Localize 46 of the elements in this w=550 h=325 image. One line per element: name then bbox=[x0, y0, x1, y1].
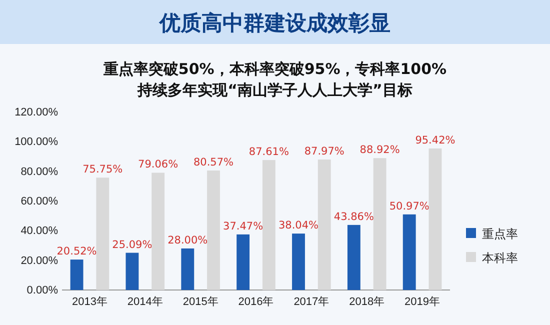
data-label: 38.04% bbox=[278, 220, 319, 232]
bar bbox=[262, 160, 276, 290]
x-tick-label: 2015年 bbox=[182, 296, 218, 308]
bar bbox=[152, 172, 165, 290]
bar bbox=[126, 252, 139, 290]
x-tick-label: 2013年 bbox=[72, 296, 108, 308]
data-label: 25.09% bbox=[112, 238, 152, 251]
data-label: 28.00% bbox=[168, 234, 208, 246]
bar bbox=[96, 178, 110, 290]
y-tick-label: 20.00% bbox=[20, 254, 58, 267]
bar bbox=[181, 248, 194, 290]
y-tick-label: 120.00% bbox=[14, 106, 58, 119]
data-label: 87.97% bbox=[304, 146, 344, 158]
bar bbox=[402, 214, 416, 290]
x-tick-label: 2016年 bbox=[238, 296, 274, 308]
data-label: 88.92% bbox=[360, 144, 400, 156]
bar bbox=[373, 158, 386, 290]
data-label: 79.06% bbox=[138, 158, 178, 171]
x-tick-label: 2018年 bbox=[349, 296, 385, 308]
x-tick-label: 2017年 bbox=[294, 296, 330, 308]
data-label: 43.86% bbox=[334, 210, 374, 223]
x-tick-label: 2014年 bbox=[127, 296, 163, 308]
bar bbox=[292, 234, 305, 290]
data-label: 95.42% bbox=[415, 134, 456, 146]
data-label: 80.57% bbox=[193, 156, 234, 168]
data-label: 75.75% bbox=[82, 164, 123, 176]
bar bbox=[70, 260, 84, 290]
bar bbox=[318, 160, 331, 290]
y-tick-label: 40.00% bbox=[20, 225, 58, 238]
data-label: 87.61% bbox=[248, 146, 289, 158]
data-label: 20.52% bbox=[56, 246, 97, 258]
y-tick-label: 0.00% bbox=[26, 284, 58, 297]
chart-title: 优质高中群建设成效彰显 bbox=[158, 11, 390, 35]
bar bbox=[347, 224, 360, 290]
bar bbox=[236, 234, 250, 290]
y-tick-label: 60.00% bbox=[20, 196, 58, 208]
bar bbox=[207, 170, 220, 290]
data-label: 37.47% bbox=[223, 220, 264, 232]
data-label: 50.97% bbox=[389, 200, 430, 212]
x-tick-label: 2019年 bbox=[404, 296, 440, 308]
y-tick-label: 80.00% bbox=[20, 166, 58, 178]
legend-label: 本科率 bbox=[482, 251, 518, 265]
legend-label: 重点率 bbox=[482, 227, 518, 241]
y-tick-label: 100.00% bbox=[14, 136, 58, 148]
bar bbox=[428, 148, 442, 290]
chart-subtitle: 重点率突破50%，本科率突破95%，专科率100% 持续多年实现“南山学子人人上大学”目标 bbox=[102, 60, 447, 99]
